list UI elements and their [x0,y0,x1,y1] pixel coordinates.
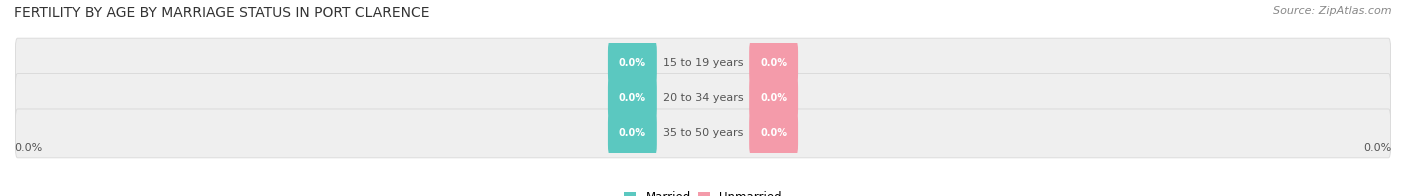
Text: 0.0%: 0.0% [761,58,787,68]
FancyBboxPatch shape [607,41,657,84]
Text: 0.0%: 0.0% [761,128,787,138]
FancyBboxPatch shape [607,76,657,120]
FancyBboxPatch shape [607,112,657,155]
FancyBboxPatch shape [749,112,799,155]
Text: 0.0%: 0.0% [761,93,787,103]
Text: 0.0%: 0.0% [619,93,645,103]
Text: 35 to 50 years: 35 to 50 years [662,128,744,138]
FancyBboxPatch shape [15,74,1391,122]
FancyBboxPatch shape [749,41,799,84]
Text: FERTILITY BY AGE BY MARRIAGE STATUS IN PORT CLARENCE: FERTILITY BY AGE BY MARRIAGE STATUS IN P… [14,6,430,20]
Text: 0.0%: 0.0% [619,58,645,68]
Text: 0.0%: 0.0% [619,128,645,138]
Text: 0.0%: 0.0% [1364,143,1392,153]
Text: Source: ZipAtlas.com: Source: ZipAtlas.com [1274,6,1392,16]
Legend: Married, Unmarried: Married, Unmarried [624,191,782,196]
Text: 15 to 19 years: 15 to 19 years [662,58,744,68]
FancyBboxPatch shape [15,38,1391,87]
FancyBboxPatch shape [15,109,1391,158]
Text: 0.0%: 0.0% [14,143,42,153]
FancyBboxPatch shape [749,76,799,120]
Text: 20 to 34 years: 20 to 34 years [662,93,744,103]
